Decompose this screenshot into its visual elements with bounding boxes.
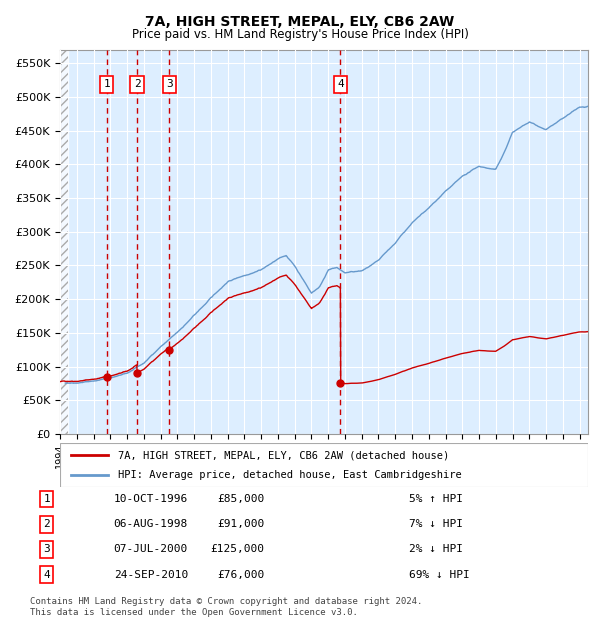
Text: 69% ↓ HPI: 69% ↓ HPI: [409, 570, 470, 580]
Text: 3: 3: [166, 79, 173, 89]
Bar: [60, 50, 68, 434]
Text: Contains HM Land Registry data © Crown copyright and database right 2024.
This d: Contains HM Land Registry data © Crown c…: [30, 598, 422, 617]
Text: Price paid vs. HM Land Registry's House Price Index (HPI): Price paid vs. HM Land Registry's House …: [131, 28, 469, 41]
Text: 7% ↓ HPI: 7% ↓ HPI: [409, 519, 463, 529]
Text: £76,000: £76,000: [217, 570, 265, 580]
Text: 7A, HIGH STREET, MEPAL, ELY, CB6 2AW: 7A, HIGH STREET, MEPAL, ELY, CB6 2AW: [145, 16, 455, 30]
Text: 06-AUG-1998: 06-AUG-1998: [114, 519, 188, 529]
Text: 5% ↑ HPI: 5% ↑ HPI: [409, 494, 463, 504]
Text: 2% ↓ HPI: 2% ↓ HPI: [409, 544, 463, 554]
Text: 07-JUL-2000: 07-JUL-2000: [114, 544, 188, 554]
Text: £91,000: £91,000: [217, 519, 265, 529]
Text: 10-OCT-1996: 10-OCT-1996: [114, 494, 188, 504]
Text: 4: 4: [43, 570, 50, 580]
Text: HPI: Average price, detached house, East Cambridgeshire: HPI: Average price, detached house, East…: [118, 469, 462, 479]
Text: 1: 1: [43, 494, 50, 504]
Text: 2: 2: [43, 519, 50, 529]
Text: 24-SEP-2010: 24-SEP-2010: [114, 570, 188, 580]
Text: £125,000: £125,000: [211, 544, 265, 554]
Text: 4: 4: [337, 79, 344, 89]
FancyBboxPatch shape: [60, 443, 588, 487]
Text: 3: 3: [43, 544, 50, 554]
Text: 7A, HIGH STREET, MEPAL, ELY, CB6 2AW (detached house): 7A, HIGH STREET, MEPAL, ELY, CB6 2AW (de…: [118, 451, 449, 461]
Text: 1: 1: [103, 79, 110, 89]
Text: £85,000: £85,000: [217, 494, 265, 504]
Text: 2: 2: [134, 79, 140, 89]
Bar: [60, 50, 68, 434]
